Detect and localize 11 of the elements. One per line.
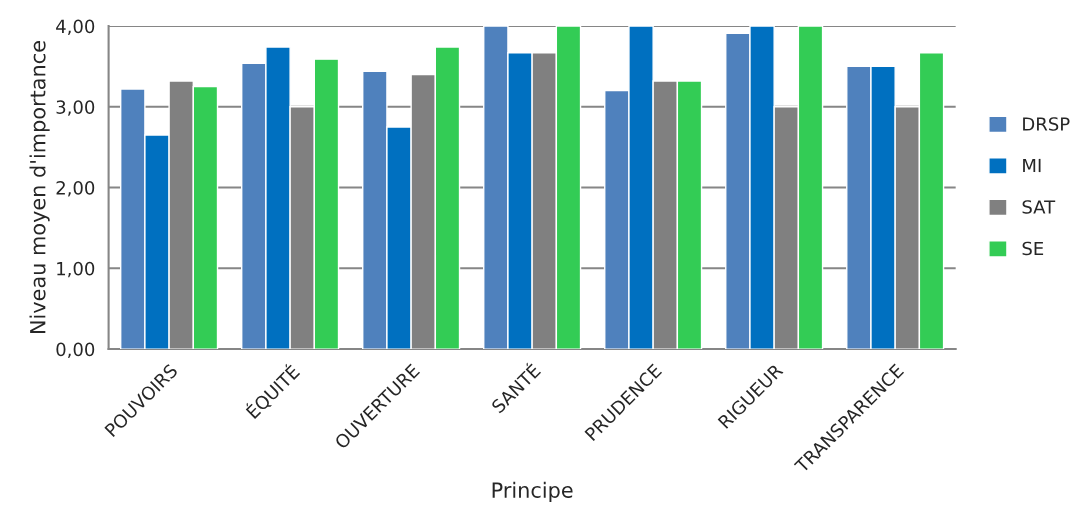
y-tick-label: 4,00 bbox=[56, 19, 95, 36]
legend-label: MI bbox=[1023, 158, 1041, 173]
legend-label: SAT bbox=[1022, 200, 1056, 214]
y-tick-label: 0,00 bbox=[56, 342, 95, 359]
x-axis-title: Principe bbox=[492, 481, 573, 502]
y-tick-label: 1,00 bbox=[57, 261, 95, 278]
legend-label: SE bbox=[1022, 241, 1044, 256]
legend-label: DRSP bbox=[1023, 117, 1070, 131]
y-tick-label: 3,00 bbox=[56, 100, 95, 116]
y-tick-label: 2,00 bbox=[56, 181, 95, 197]
y-axis-title: Niveau moyen d'importance bbox=[29, 41, 50, 334]
